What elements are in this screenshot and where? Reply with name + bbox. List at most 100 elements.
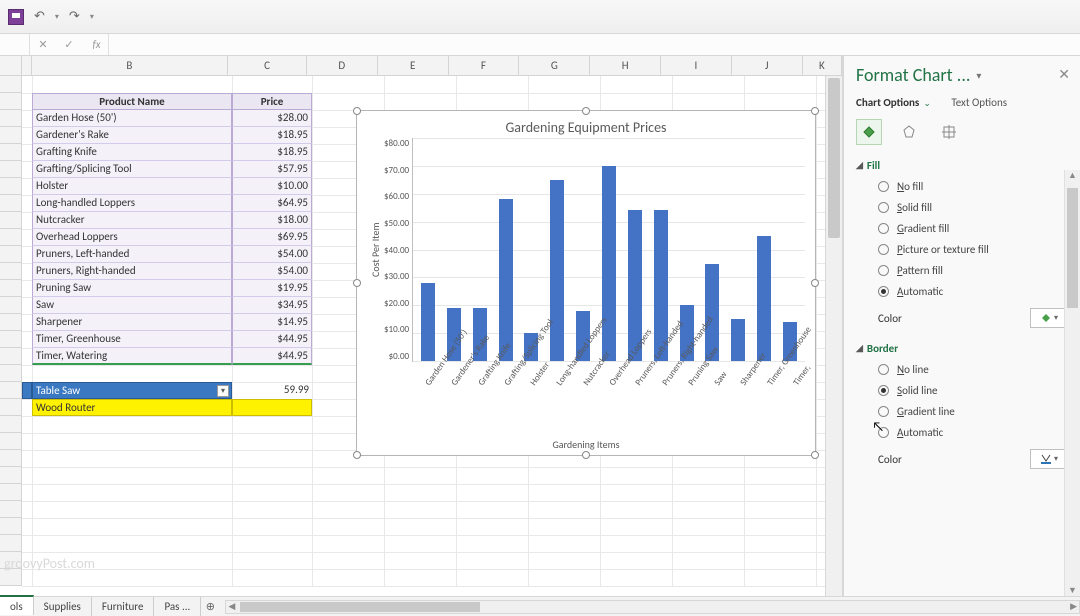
- radio-icon[interactable]: [878, 202, 889, 213]
- fill-option[interactable]: Picture or texture fill: [878, 243, 1068, 256]
- radio-icon[interactable]: [878, 364, 889, 375]
- chart-y-axis-title[interactable]: Cost Per Item: [367, 138, 384, 362]
- undo-icon[interactable]: ↶: [34, 9, 45, 24]
- filter-icon[interactable]: ▾: [217, 385, 229, 397]
- tab-text-options[interactable]: Text Options: [951, 96, 1007, 109]
- cell[interactable]: Long-handled Loppers: [32, 195, 232, 212]
- cell[interactable]: $18.95: [232, 144, 312, 161]
- radio-icon[interactable]: [878, 385, 889, 396]
- row-header[interactable]: [0, 467, 22, 484]
- chart-y-axis[interactable]: $80.00$70.00$60.00$50.00$40.00$30.00$20.…: [384, 138, 412, 362]
- pane-scrollbar[interactable]: ▲ ▼: [1064, 170, 1080, 596]
- column-header[interactable]: E: [378, 56, 449, 76]
- cell[interactable]: Gardener's Rake: [32, 127, 232, 144]
- cell[interactable]: $28.00: [232, 110, 312, 127]
- border-option[interactable]: No line: [878, 363, 1068, 376]
- radio-icon[interactable]: [878, 406, 889, 417]
- section-fill[interactable]: ◢Fill: [856, 159, 1068, 172]
- column-header[interactable]: H: [590, 56, 661, 76]
- cell[interactable]: $54.00: [232, 263, 312, 280]
- redo-dropdown-icon[interactable]: ▾: [90, 12, 94, 22]
- chevron-down-icon[interactable]: ⌄: [919, 98, 935, 109]
- cell[interactable]: $57.95: [232, 161, 312, 178]
- row-header[interactable]: [0, 552, 22, 569]
- column-header[interactable]: B: [32, 56, 229, 76]
- resize-handle[interactable]: [353, 107, 361, 115]
- border-color-button[interactable]: ▾: [1030, 449, 1068, 469]
- column-header[interactable]: G: [519, 56, 590, 76]
- chart-bar[interactable]: [731, 319, 745, 361]
- tab-chart-options[interactable]: Chart Options: [856, 96, 919, 109]
- name-box[interactable]: [0, 34, 30, 55]
- row-header[interactable]: [0, 569, 22, 586]
- row-header[interactable]: [0, 365, 22, 382]
- cell[interactable]: $18.95: [232, 127, 312, 144]
- row-header[interactable]: [0, 518, 22, 535]
- row-header[interactable]: [0, 280, 22, 297]
- cell[interactable]: ▾: [22, 382, 32, 399]
- row-header[interactable]: [0, 76, 22, 93]
- formula-input[interactable]: [108, 34, 1080, 55]
- cell[interactable]: Grafting Knife: [32, 144, 232, 161]
- row-header[interactable]: [0, 382, 22, 399]
- size-properties-icon[interactable]: [936, 119, 962, 145]
- radio-icon[interactable]: [878, 244, 889, 255]
- cell[interactable]: Overhead Loppers: [32, 229, 232, 246]
- cell[interactable]: 59.99: [232, 382, 312, 399]
- border-option[interactable]: Solid line: [878, 384, 1068, 397]
- row-header[interactable]: [0, 501, 22, 518]
- sheet-tab[interactable]: Supplies: [34, 597, 92, 616]
- chart-bar[interactable]: [421, 283, 435, 361]
- column-header[interactable]: F: [449, 56, 520, 76]
- row-header[interactable]: [0, 297, 22, 314]
- redo-icon[interactable]: ↷: [69, 9, 80, 24]
- column-header[interactable]: D: [307, 56, 378, 76]
- undo-dropdown-icon[interactable]: ▾: [55, 12, 59, 22]
- row-header[interactable]: [0, 195, 22, 212]
- radio-icon[interactable]: [878, 223, 889, 234]
- resize-handle[interactable]: [582, 107, 590, 115]
- cell[interactable]: $18.00: [232, 212, 312, 229]
- cell[interactable]: $44.95: [232, 348, 312, 365]
- row-header[interactable]: [0, 93, 22, 110]
- column-header[interactable]: I: [661, 56, 732, 76]
- cell[interactable]: $10.00: [232, 178, 312, 195]
- resize-handle[interactable]: [811, 107, 819, 115]
- row-header[interactable]: [0, 331, 22, 348]
- fill-option[interactable]: Automatic: [878, 285, 1068, 298]
- row-header[interactable]: [0, 416, 22, 433]
- row-header[interactable]: [0, 144, 22, 161]
- sheet-tab[interactable]: Furniture: [92, 597, 155, 616]
- fx-icon[interactable]: fx: [82, 38, 108, 51]
- row-header[interactable]: [0, 433, 22, 450]
- new-sheet-icon[interactable]: ⊕: [201, 600, 219, 613]
- row-header[interactable]: [0, 450, 22, 467]
- row-header[interactable]: [0, 229, 22, 246]
- cell[interactable]: Wood Router: [32, 399, 232, 416]
- cell[interactable]: Nutcracker: [32, 212, 232, 229]
- sheet-tab[interactable]: Pas ...: [154, 597, 201, 616]
- save-icon[interactable]: [8, 9, 24, 25]
- cell[interactable]: $19.95: [232, 280, 312, 297]
- fill-line-icon[interactable]: [856, 119, 882, 145]
- chart-bar[interactable]: [499, 199, 513, 361]
- cell[interactable]: Sharpener: [32, 314, 232, 331]
- cell[interactable]: [232, 399, 312, 416]
- chart-x-axis-title[interactable]: Gardening Items: [367, 438, 805, 451]
- row-header[interactable]: [0, 348, 22, 365]
- cell[interactable]: $54.00: [232, 246, 312, 263]
- chart-plot-area[interactable]: [412, 138, 805, 362]
- row-header[interactable]: [0, 127, 22, 144]
- resize-handle[interactable]: [811, 451, 819, 459]
- row-header[interactable]: [0, 263, 22, 280]
- row-header[interactable]: [0, 535, 22, 552]
- cell[interactable]: Pruners, Right-handed: [32, 263, 232, 280]
- column-header[interactable]: C: [228, 56, 307, 76]
- cell[interactable]: Saw: [32, 297, 232, 314]
- cell[interactable]: $34.95: [232, 297, 312, 314]
- horizontal-scrollbar[interactable]: ◀ ▶: [225, 600, 1080, 614]
- cell[interactable]: $14.95: [232, 314, 312, 331]
- cell[interactable]: Grafting/Splicing Tool: [32, 161, 232, 178]
- column-header[interactable]: K: [803, 56, 842, 76]
- fill-option[interactable]: Solid fill: [878, 201, 1068, 214]
